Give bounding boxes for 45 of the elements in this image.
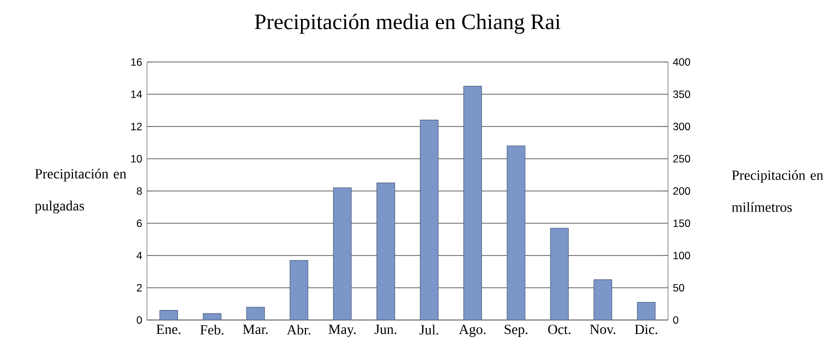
y2-tick-label: 100 bbox=[674, 252, 690, 260]
y2-tick-label: 0 bbox=[673, 316, 678, 324]
y-tick-label: 14 bbox=[131, 90, 142, 98]
y2-tick-label: 200 bbox=[673, 187, 690, 195]
bar bbox=[637, 302, 656, 320]
y2-tick-label: 400 bbox=[672, 58, 690, 66]
bar bbox=[420, 120, 438, 320]
y-tick-label: 8 bbox=[136, 187, 142, 195]
x-tick-label: Jul. bbox=[420, 324, 438, 335]
y-tick-label: 12 bbox=[131, 122, 142, 130]
x-tick-label: Jun. bbox=[374, 324, 396, 334]
bar bbox=[506, 146, 526, 320]
bar bbox=[290, 260, 308, 320]
y-tick-label: 2 bbox=[136, 284, 142, 292]
x-tick-label: Mar. bbox=[242, 324, 268, 334]
x-tick-label: Ago. bbox=[458, 324, 486, 337]
chart-title: Precipitación media en Chiang Rai bbox=[254, 14, 560, 34]
bar bbox=[333, 188, 352, 320]
y2-tick-label: 50 bbox=[673, 284, 684, 292]
text: Precipitación en milímetros bbox=[732, 170, 824, 212]
bar bbox=[159, 310, 178, 320]
bar bbox=[550, 228, 569, 320]
bar bbox=[246, 306, 265, 320]
text: Precipitación en pulgadas bbox=[34, 168, 126, 214]
y-tick-label: 4 bbox=[136, 252, 142, 260]
bar bbox=[202, 313, 222, 320]
x-tick-label: Feb. bbox=[200, 324, 224, 335]
x-tick-label: Ene. bbox=[156, 324, 180, 334]
x-tick-label: Nov. bbox=[590, 324, 616, 334]
y2-tick-label: 300 bbox=[673, 122, 690, 130]
y2-tick-label: 250 bbox=[673, 154, 690, 163]
x-tick-label: Oct. bbox=[548, 324, 570, 334]
y-tick-label: 0 bbox=[136, 316, 142, 324]
bar bbox=[594, 279, 612, 320]
x-tick-label: May. bbox=[328, 324, 356, 337]
y-tick-label: 6 bbox=[136, 219, 142, 228]
y2-tick-label: 150 bbox=[674, 219, 690, 228]
bar bbox=[376, 182, 396, 320]
bar bbox=[463, 86, 482, 320]
y2-tick-label: 350 bbox=[673, 90, 690, 98]
x-tick-label: Abr. bbox=[286, 324, 310, 335]
y-tick-label: 16 bbox=[131, 58, 142, 66]
x-tick-label: Sep. bbox=[504, 324, 528, 337]
x-tick-label: Dic. bbox=[634, 324, 658, 334]
y-tick-label: 10 bbox=[131, 154, 142, 163]
